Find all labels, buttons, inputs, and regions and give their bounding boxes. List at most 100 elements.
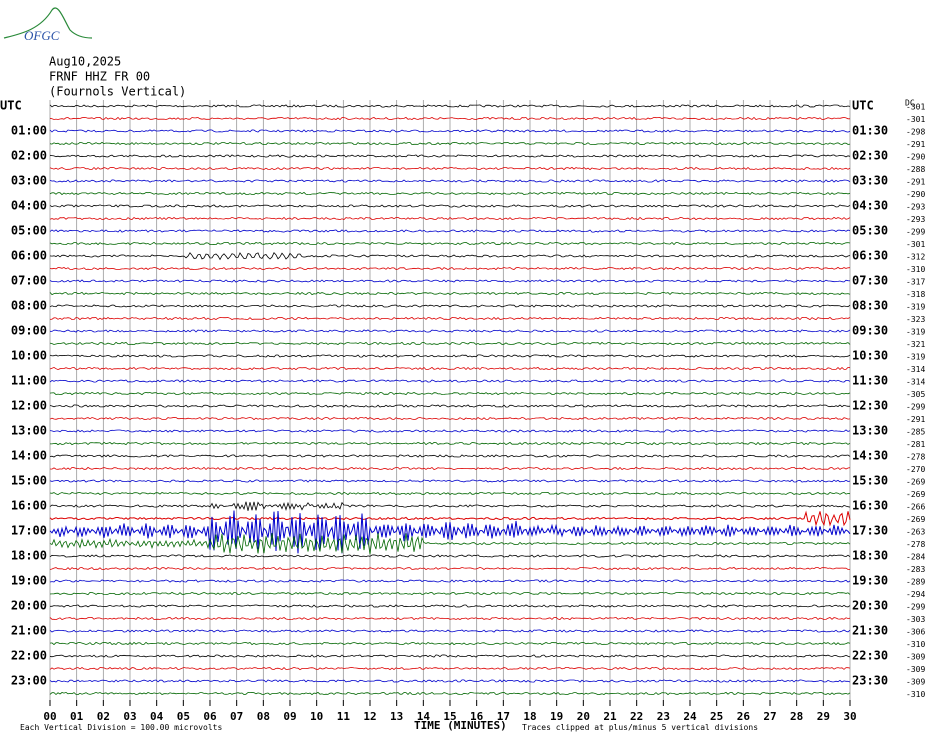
- dc-offset: -312: [906, 253, 925, 262]
- x-tick-label: 01: [70, 710, 84, 723]
- right-label: 04:30: [852, 199, 888, 213]
- trace: [49, 204, 851, 208]
- trace: [49, 466, 851, 471]
- right-label: 09:30: [852, 324, 888, 338]
- dc-offset: -293: [906, 215, 925, 224]
- left-label: 02:00: [11, 149, 47, 163]
- right-label: 12:30: [852, 399, 888, 413]
- left-label: 14:00: [11, 449, 47, 463]
- right-label: 22:30: [852, 649, 888, 663]
- dc-offset: -314: [906, 378, 925, 387]
- x-tick-label: 30: [843, 710, 856, 723]
- dc-offset: -319: [906, 328, 925, 337]
- trace: [49, 266, 851, 271]
- trace: [49, 216, 851, 221]
- x-tick-label: 24: [683, 710, 697, 723]
- left-label: 01:00: [11, 124, 47, 138]
- trace: [49, 532, 851, 555]
- right-label: 05:30: [852, 224, 888, 238]
- trace: [49, 404, 851, 408]
- dc-offset: -318: [906, 290, 925, 299]
- left-label: 11:00: [11, 374, 47, 388]
- x-tick-label: 09: [283, 710, 296, 723]
- x-tick-label: 13: [390, 710, 403, 723]
- left-label: 20:00: [11, 599, 47, 613]
- dc-offset: -306: [906, 628, 925, 637]
- logo-text: OFGC: [24, 28, 60, 43]
- dc-offset: -291: [906, 178, 925, 187]
- trace: [50, 441, 851, 446]
- right-label: 07:30: [852, 274, 888, 288]
- trace: [49, 129, 851, 133]
- trace: [49, 416, 851, 421]
- x-tick-label: 04: [150, 710, 164, 723]
- trace: [49, 510, 851, 554]
- dc-offset: -290: [906, 190, 925, 199]
- trace: [49, 354, 851, 358]
- x-tick-label: 06: [203, 710, 217, 723]
- dc-offset: -281: [906, 440, 925, 449]
- x-tick-label: 12: [363, 710, 376, 723]
- right-label: 15:30: [852, 474, 888, 488]
- left-label: 19:00: [11, 574, 47, 588]
- dc-offset: -301: [906, 103, 925, 112]
- trace: [49, 554, 851, 558]
- x-tick-label: 15: [443, 710, 456, 723]
- left-label: 09:00: [11, 324, 47, 338]
- right-label: 21:30: [852, 624, 888, 638]
- right-label: 08:30: [852, 299, 888, 313]
- left-label: 05:00: [11, 224, 47, 238]
- trace: [49, 616, 851, 621]
- left-label: 18:00: [11, 549, 47, 563]
- scale-note: Each Vertical Division = 100.00 microvol…: [20, 723, 222, 732]
- left-label: 23:00: [11, 674, 47, 688]
- dc-offset: -305: [906, 390, 925, 399]
- x-tick-label: 27: [763, 710, 776, 723]
- trace: [49, 566, 850, 571]
- dc-offset: -310: [906, 640, 925, 649]
- left-label: 06:00: [11, 249, 47, 263]
- dc-offset: -299: [906, 228, 925, 237]
- dc-offset: -266: [906, 503, 925, 512]
- dc-offset: -310: [906, 265, 925, 274]
- dc-offset: -270: [906, 465, 925, 474]
- trace: [49, 329, 851, 333]
- trace: [49, 454, 851, 458]
- dc-offset: -278: [906, 540, 925, 549]
- trace: [49, 104, 851, 108]
- x-tick-label: 29: [817, 710, 830, 723]
- trace: [49, 291, 851, 296]
- station: FRNF HHZ FR 00: [49, 70, 150, 84]
- trace: [49, 391, 851, 396]
- dc-offset: -309: [906, 665, 925, 674]
- left-label: UTC: [0, 99, 22, 113]
- left-label: 17:00: [11, 524, 47, 538]
- dc-offset: -299: [906, 403, 925, 412]
- x-label: TIME (MINUTES): [414, 719, 507, 732]
- trace: [49, 191, 851, 196]
- date: Aug10,2025: [49, 55, 121, 69]
- x-tick-label: 10: [310, 710, 323, 723]
- x-tick-label: 23: [657, 710, 670, 723]
- x-tick-label: 19: [550, 710, 563, 723]
- x-tick-label: 26: [737, 710, 751, 723]
- dc-offset: -290: [906, 153, 925, 162]
- trace: [49, 179, 851, 183]
- right-label: 06:30: [852, 249, 888, 263]
- x-tick-label: 18: [523, 710, 536, 723]
- right-label: 13:30: [852, 424, 888, 438]
- left-label: 13:00: [11, 424, 47, 438]
- trace: [49, 366, 851, 371]
- dc-offset: -269: [906, 478, 925, 487]
- dc-offset: -319: [906, 303, 925, 312]
- dc-offset: -309: [906, 678, 925, 687]
- trace: [49, 229, 851, 233]
- dc-offset: -294: [906, 590, 925, 599]
- x-tick-label: 25: [710, 710, 723, 723]
- left-label: 08:00: [11, 299, 47, 313]
- trace: [49, 691, 851, 696]
- dc-offset: -283: [906, 565, 925, 574]
- left-label: 21:00: [11, 624, 47, 638]
- x-tick-label: 14: [417, 710, 431, 723]
- trace: [49, 510, 851, 527]
